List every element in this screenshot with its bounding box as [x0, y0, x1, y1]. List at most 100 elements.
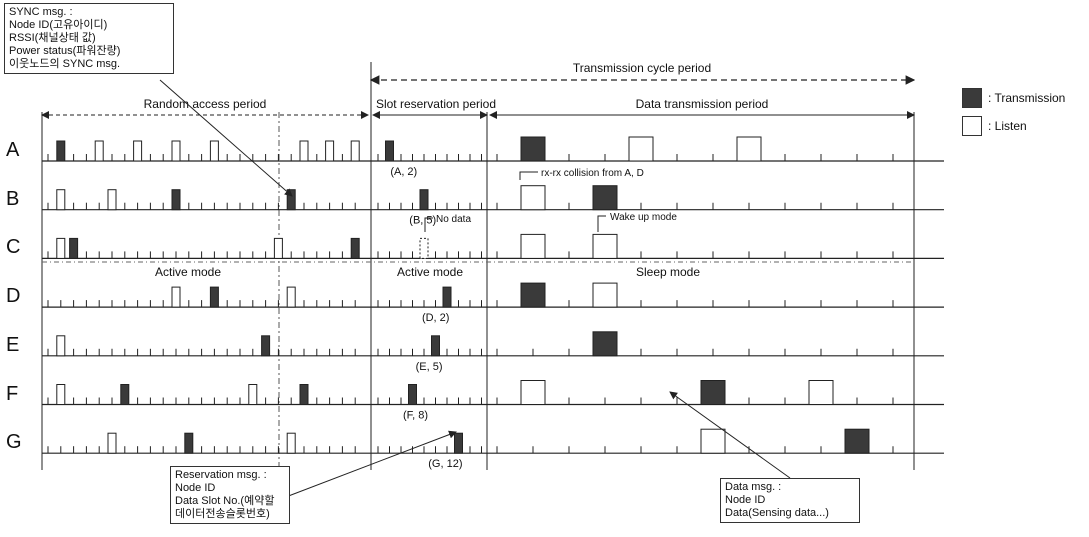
rx-minislot-a-4 [209, 140, 219, 162]
reservation-pointer [277, 430, 457, 501]
legend-listen: : Listen [962, 116, 1027, 136]
tx-minislot-g-1 [184, 432, 194, 454]
rx-minislot-d-2 [286, 286, 296, 308]
node-label-e: E [6, 333, 20, 356]
reservation-slot-b [419, 189, 429, 211]
rx-minislot-a-5 [299, 140, 309, 162]
reservation-slot-c [419, 237, 429, 259]
rx-minislot-d-0 [171, 286, 181, 308]
sync-line-2: Node ID(고유아이디) [9, 19, 108, 31]
slot-reservation-label: Slot reservation period [376, 97, 496, 111]
node-label-c: C [6, 236, 21, 259]
node-label-f: F [6, 382, 19, 405]
slot-label-a: (A, 2) [390, 166, 417, 178]
timeline-row-d: (D, 2) [42, 282, 944, 324]
tx-minislot-b-2 [171, 189, 181, 211]
reservation-slot-a [385, 140, 394, 162]
legend-transmission: : Transmission [962, 88, 1065, 108]
reservation-line-4: 데이터전송슬롯번호) [175, 508, 270, 520]
collision-annotation: rx-rx collision from A, D [519, 168, 644, 180]
reservation-msg-callout: Reservation msg. : Node ID Data Slot No.… [170, 466, 290, 524]
rx-minislot-f-0 [56, 384, 66, 405]
sync-line-5: 이웃노드의 SYNC msg. [9, 58, 121, 70]
rx-minislot-a-6 [325, 140, 335, 162]
node-label-d: D [6, 285, 21, 308]
rx-data-slot-d-1 [592, 282, 618, 308]
rx-minislot-f-2 [248, 384, 258, 405]
rx-minislot-a-7 [350, 140, 360, 162]
rx-minislot-a-1 [94, 140, 104, 162]
tx-data-slot-f-1 [700, 380, 726, 405]
tx-data-slot-g-1 [844, 428, 870, 454]
transmission-cycle-arrow: Transmission cycle period [369, 61, 916, 470]
timeline-row-g: (G, 12) [42, 428, 944, 470]
tx-minislot-f-1 [120, 384, 130, 405]
data-line-3: Data(Sensing data...) [725, 507, 829, 519]
reservation-line-3: Data Slot No.(예약할 [175, 495, 275, 507]
rx-minislot-g-2 [286, 432, 296, 454]
timeline-row-e: (E, 5) [42, 331, 944, 373]
timeline-row-b: (B, 5) [42, 185, 944, 227]
sync-pointer [159, 79, 293, 197]
transmission-swatch-icon [962, 88, 982, 108]
reservation-slot-f [408, 384, 417, 405]
tx-data-slot-a-0 [520, 136, 546, 162]
tx-minislot-f-3 [299, 384, 309, 405]
rx-data-slot-a-2 [736, 136, 762, 162]
tx-minislot-c-1 [69, 237, 79, 259]
rx-minislot-b-0 [56, 189, 66, 211]
timeline-row-f: (F, 8) [42, 380, 944, 422]
legend-listen-label: : Listen [988, 119, 1027, 133]
no-data-annotation: No data [424, 214, 471, 232]
data-transmission-arrow: Data transmission period [489, 97, 915, 119]
data-pointer [669, 391, 791, 479]
wake-up-annotation: Wake up mode [597, 212, 677, 232]
sync-msg-callout: SYNC msg. : Node ID(고유아이디) RSSI(채널상태 값) … [4, 3, 174, 74]
tx-minislot-a-0 [56, 140, 66, 162]
tx-data-slot-b-1 [592, 185, 618, 211]
sleep-mode-label: Sleep mode [636, 265, 700, 279]
sync-line-1: SYNC msg. : [9, 6, 73, 18]
slot-label-d: (D, 2) [422, 312, 450, 324]
data-transmission-label: Data transmission period [636, 97, 769, 111]
data-msg-callout: Data msg. : Node ID Data(Sensing data...… [720, 478, 860, 523]
rx-minislot-c-0 [56, 237, 66, 259]
data-line-2: Node ID [725, 494, 766, 506]
rx-data-slot-g-0 [700, 428, 726, 454]
rx-data-slot-f-2 [808, 380, 834, 405]
rx-data-slot-c-0 [520, 233, 546, 259]
tx-data-slot-e-0 [592, 331, 618, 357]
rx-minislot-e-0 [56, 335, 66, 357]
reservation-slot-g [454, 432, 463, 454]
random-access-label: Random access period [144, 97, 267, 111]
tx-minislot-d-1 [209, 286, 219, 308]
node-timelines: (A, 2) (B, 5) (D, 2) (E, 5) (F, 8) (G, 12) [42, 136, 944, 470]
collision-label: rx-rx collision from A, D [541, 168, 644, 179]
transmission-cycle-label: Transmission cycle period [573, 61, 711, 75]
reservation-line-2: Node ID [175, 482, 216, 494]
rx-data-slot-f-0 [520, 380, 546, 405]
rx-data-slot-b-0 [520, 185, 546, 211]
rx-minislot-a-2 [133, 140, 143, 162]
wake-up-label: Wake up mode [610, 212, 677, 223]
sync-line-4: Power status(파워잔량) [9, 45, 121, 57]
active-mode-left-label: Active mode [155, 265, 221, 279]
rx-data-slot-a-1 [628, 136, 654, 162]
slot-reservation-arrow: Slot reservation period [372, 97, 496, 119]
sync-line-3: RSSI(채널상태 값) [9, 32, 96, 44]
rx-minislot-g-0 [107, 432, 117, 454]
node-label-b: B [6, 187, 20, 210]
rx-data-slot-c-1 [592, 233, 618, 259]
listen-swatch-icon [962, 116, 982, 136]
no-data-label: No data [436, 214, 471, 225]
tx-data-slot-d-0 [520, 282, 546, 308]
node-label-a: A [6, 139, 20, 161]
random-access-arrow: Random access period [41, 97, 369, 119]
reservation-slot-e [431, 335, 440, 357]
timeline-row-c [42, 233, 944, 259]
rx-minislot-a-3 [171, 140, 181, 162]
legend-transmission-label: : Transmission [988, 91, 1066, 105]
node-label-g: G [6, 431, 22, 454]
rx-minislot-b-1 [107, 189, 117, 211]
